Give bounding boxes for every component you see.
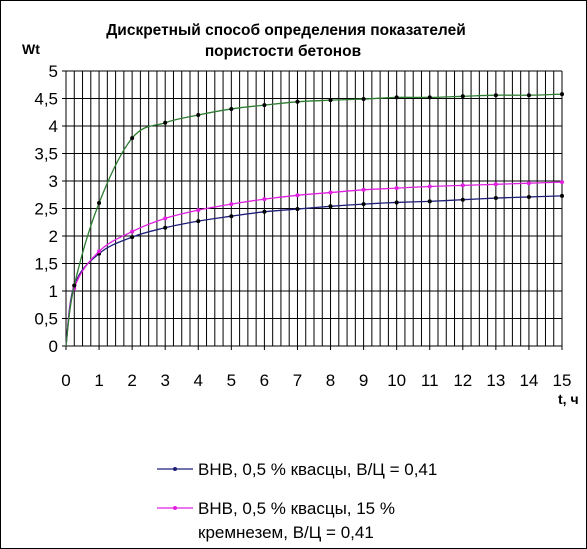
- series-3-point: [163, 120, 168, 125]
- series-3-point: [526, 93, 531, 98]
- series-1-point: [361, 202, 366, 207]
- x-tick-label: 11: [421, 371, 439, 390]
- x-tick-label: 9: [359, 371, 368, 390]
- series-1-point: [196, 219, 201, 224]
- y-tick-label: 4,5: [34, 90, 58, 109]
- x-tick-label: 10: [387, 371, 406, 390]
- chart-title-line: пористости бетонов: [205, 43, 361, 60]
- series-3-point: [394, 95, 399, 100]
- series-3-point: [427, 95, 432, 100]
- series-1-point: [394, 200, 399, 205]
- series-3-point: [97, 201, 102, 205]
- series-2-point: [493, 182, 498, 187]
- series-3-point: [130, 136, 135, 141]
- series-3-point: [361, 97, 366, 102]
- y-tick-label: 2,5: [34, 200, 58, 219]
- legend-label: ВНВ, 0,5 % квасцы, В/Ц = 0,41: [198, 460, 437, 479]
- legend: ВНВ, 0,5 % квасцы, В/Ц = 0,41 ВНВ, 0,5 % …: [157, 460, 437, 542]
- series-3-point: [460, 94, 465, 99]
- series-3-point: [493, 93, 498, 98]
- y-tick-label: 3,5: [34, 145, 58, 164]
- series-2-point: [163, 216, 168, 221]
- series-2-point: [361, 187, 366, 192]
- y-tick-label: 2: [49, 227, 58, 246]
- series-1-point: [163, 225, 168, 230]
- legend-label: кремнезем, В/Ц = 0,41: [198, 523, 374, 542]
- series-1-point: [493, 196, 498, 201]
- y-tick-labels: 0 0,5 1 1,5 2 2,5 3 3,5 4 4,5 5: [34, 62, 66, 356]
- y-axis-label: Wt: [22, 41, 40, 57]
- x-tick-label: 7: [293, 371, 302, 390]
- series-1-point: [560, 193, 564, 198]
- y-tick-label: 1,5: [34, 255, 58, 274]
- series-2-point: [427, 184, 432, 189]
- series-2-point: [560, 180, 564, 185]
- x-tick-label: 15: [553, 371, 572, 390]
- series-2-point: [229, 202, 234, 207]
- x-tick-label: 4: [194, 371, 203, 390]
- data-series: [65, 92, 564, 347]
- x-tick-labels: 0 1 2 3 4 5 6 7 8 9 10 11 12 13 14 15: [61, 346, 571, 390]
- series-3-point: [72, 283, 77, 288]
- series-2-point: [526, 181, 531, 186]
- series-1-point: [427, 199, 432, 204]
- series-1-point: [526, 194, 531, 199]
- legend-label: ВНВ, 0,5 % квасцы, 15 %: [198, 499, 395, 518]
- series-2-point: [295, 193, 300, 198]
- series-2-point: [130, 229, 135, 234]
- x-tick-label: 13: [486, 371, 505, 390]
- x-tick-label: 1: [94, 371, 103, 390]
- series-1-point: [262, 209, 267, 214]
- y-tick-label: 1: [49, 282, 58, 301]
- series-2-point: [262, 197, 267, 202]
- series-1-point: [130, 235, 135, 240]
- x-tick-label: 12: [453, 371, 472, 390]
- series-3-point: [229, 106, 234, 111]
- y-tick-label: 3: [49, 172, 58, 191]
- series-line-3: [65, 93, 563, 347]
- y-tick-label: 0,5: [34, 310, 58, 329]
- series-2-point: [394, 186, 399, 191]
- x-tick-label: 2: [127, 371, 136, 390]
- legend-swatch-marker: [173, 506, 177, 510]
- y-tick-label: 5: [49, 62, 58, 81]
- x-tick-label: 8: [326, 371, 335, 390]
- chart-title-line: Дискретный способ определения показателе…: [106, 22, 465, 39]
- series-1-point: [295, 207, 300, 212]
- series-3-point: [295, 99, 300, 104]
- x-tick-label: 14: [519, 371, 538, 390]
- series-2-point: [460, 183, 465, 188]
- series-1-point: [460, 197, 465, 202]
- x-tick-label: 5: [227, 371, 236, 390]
- series-3-point: [196, 113, 201, 117]
- series-2-point: [97, 249, 102, 254]
- y-tick-label: 4: [49, 117, 58, 136]
- x-axis-label: t, ч: [558, 391, 579, 407]
- legend-swatch-marker: [173, 467, 177, 471]
- grid: [66, 70, 563, 346]
- y-tick-label: 0: [49, 337, 58, 356]
- chart-title: Дискретный способ определения показателе…: [106, 22, 465, 60]
- series-3-point: [560, 92, 564, 97]
- x-tick-label: 3: [160, 371, 169, 390]
- series-1-point: [229, 214, 234, 219]
- series-2-point: [196, 208, 201, 213]
- series-2-point: [328, 190, 333, 195]
- series-3-point: [328, 98, 333, 103]
- series-1-point: [328, 204, 333, 209]
- series-3-point: [262, 103, 267, 108]
- x-tick-label: 0: [61, 371, 70, 390]
- x-tick-label: 6: [260, 371, 269, 390]
